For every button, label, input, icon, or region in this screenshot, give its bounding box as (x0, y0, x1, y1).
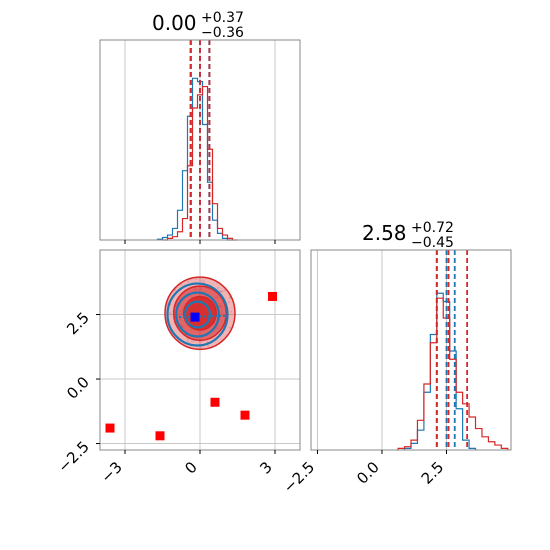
histogram-series (156, 77, 233, 241)
sample-point (229, 326, 231, 329)
right-title-plus: +0.72 (411, 220, 454, 236)
contour-level (175, 291, 220, 338)
red-square-marker (155, 431, 165, 441)
right-histogram-steps (397, 292, 509, 450)
sample-point (203, 280, 206, 283)
y-tick-label: 2.5 (63, 309, 93, 339)
sample-point (207, 344, 209, 347)
top-title-minus: −0.36 (201, 25, 244, 41)
sample-point (199, 346, 202, 348)
top-histogram-steps (156, 77, 238, 241)
joint-scatter-panel: −3 0 3 −2.5 0.0 2.5 (54, 249, 301, 487)
x-tick-label: 0.0 (353, 458, 383, 488)
histogram-series (403, 292, 477, 450)
red-square-marker (210, 397, 220, 407)
top-title-median: 0.00 (152, 11, 197, 35)
x-tick-label: 0 (181, 458, 200, 477)
y-tick-label: 0.0 (63, 373, 93, 403)
sample-point (219, 290, 222, 293)
red-square-marker (240, 410, 250, 420)
right-histogram-frame (310, 249, 512, 451)
red-square-marker (105, 423, 115, 433)
joint-ticks: −3 0 3 −2.5 0.0 2.5 (54, 309, 275, 487)
sample-point (187, 280, 190, 283)
right-histogram-quantile-lines (435, 250, 469, 450)
right-histogram-panel: 2.58 +0.72 −0.45 −2.5 0.0 2.5 (280, 220, 512, 497)
y-tick-label: −2.5 (54, 438, 92, 476)
top-histogram-quantile-lines (189, 40, 211, 240)
x-tick-label: −3 (97, 458, 125, 486)
top-title-plus: +0.37 (201, 10, 244, 26)
sample-point (206, 340, 209, 343)
sample-point (168, 311, 171, 314)
sample-point (186, 340, 189, 342)
sample-point (230, 310, 233, 313)
histogram-series (162, 85, 238, 241)
sample-point (195, 278, 198, 280)
sample-point (200, 340, 203, 343)
histogram-series (397, 297, 509, 450)
top-histogram-panel: 0.00 +0.37 −0.36 (99, 10, 301, 244)
red-square-marker (268, 291, 277, 301)
right-histogram-ticks: −2.5 0.0 2.5 (280, 450, 448, 497)
sample-point (191, 340, 193, 343)
right-histogram-grid (316, 250, 447, 450)
blue-square-marker (190, 312, 200, 322)
sample-point (228, 296, 231, 299)
top-histogram-ticks (124, 240, 276, 244)
sample-point (217, 286, 219, 289)
x-tick-label: 2.5 (418, 458, 448, 488)
joint-contours (164, 276, 236, 351)
blue-trace-line (174, 314, 226, 319)
right-title-median: 2.58 (362, 221, 407, 245)
sample-point (201, 279, 204, 282)
sample-point (227, 301, 230, 303)
x-tick-label: 3 (256, 458, 275, 477)
contour-level (166, 282, 229, 347)
sample-point (223, 289, 226, 292)
x-tick-label: −2.5 (280, 458, 318, 496)
right-title-minus: −0.45 (411, 235, 454, 251)
sample-point (180, 283, 183, 286)
joint-markers (105, 291, 277, 441)
contour-level (183, 300, 212, 329)
